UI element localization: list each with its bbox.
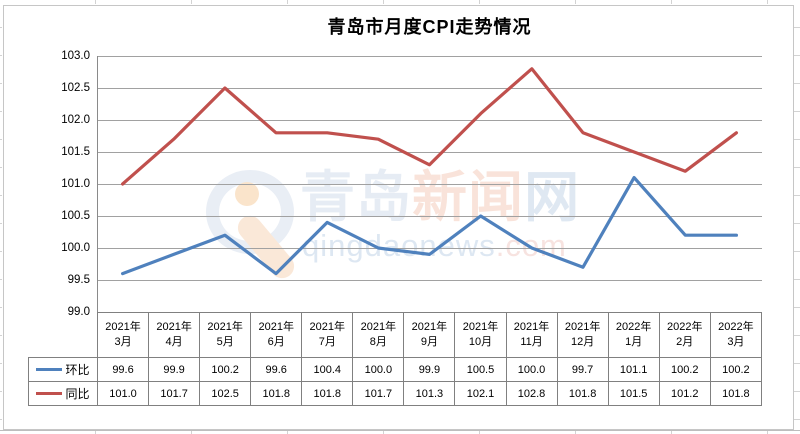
value-cell: 100.0 <box>352 357 405 382</box>
gridline <box>97 184 762 185</box>
value-cell: 101.2 <box>658 381 711 406</box>
legend-label: 环比 <box>65 363 90 377</box>
data-table: 2021年 3月 2021年 4月 2021年 5月 2021年 6月 2021年 7月 2021年… <box>28 312 763 406</box>
category-header: 2022年 3月 <box>709 312 763 358</box>
value-cell: 101.7 <box>352 381 405 406</box>
value-cell: 101.8 <box>556 381 609 406</box>
gridline <box>97 216 762 217</box>
value-cell: 101.8 <box>250 381 303 406</box>
watermark-char: 闻 <box>468 166 524 228</box>
value-cell: 99.7 <box>556 357 609 382</box>
category-header: 2021年 6月 <box>250 312 303 358</box>
value-cell: 101.0 <box>96 381 150 406</box>
watermark: 青岛新闻网 qingdaonews.com <box>192 162 622 284</box>
category-header: 2022年 1月 <box>607 312 660 358</box>
value-cell: 101.1 <box>607 357 660 382</box>
category-header: 2021年 9月 <box>403 312 456 358</box>
y-axis-tick-label: 99.0 <box>67 306 90 318</box>
gridline <box>97 56 762 57</box>
gridline <box>97 248 762 249</box>
spreadsheet-edge-right <box>794 0 800 434</box>
spreadsheet-edge-top <box>0 0 800 4</box>
category-header: 2021年 8月 <box>352 312 405 358</box>
value-cell: 101.3 <box>403 381 456 406</box>
spreadsheet-edge-left <box>0 0 2 434</box>
y-axis-tick-label: 100.0 <box>61 242 90 254</box>
watermark-char: 青 <box>300 166 356 228</box>
legend-swatch-line <box>36 368 63 371</box>
value-cell: 100.4 <box>301 357 354 382</box>
gridline <box>97 152 762 153</box>
y-axis-tick-label: 100.5 <box>61 210 90 222</box>
value-cell: 102.8 <box>505 381 558 406</box>
gridline <box>97 280 762 281</box>
watermark-char: 网 <box>524 166 580 228</box>
y-axis-tick-label: 102.0 <box>61 114 90 126</box>
value-cell: 99.6 <box>250 357 303 382</box>
y-axis-tick-label: 99.5 <box>67 274 90 286</box>
category-header: 2021年 3月 <box>96 312 150 358</box>
value-cell: 101.7 <box>148 381 201 406</box>
category-header: 2021年 4月 <box>148 312 201 358</box>
watermark-text: 青岛新闻网 <box>300 170 579 225</box>
value-cell: 100.0 <box>505 357 558 382</box>
gridline <box>97 88 762 89</box>
category-header: 2021年 10月 <box>454 312 507 358</box>
value-cell: 101.8 <box>709 381 763 406</box>
watermark-logo-dot <box>235 182 259 206</box>
value-cell: 100.2 <box>199 357 252 382</box>
watermark-char: 新 <box>412 166 468 228</box>
y-axis-tick-label: 102.5 <box>61 82 90 94</box>
value-cell: 100.5 <box>454 357 507 382</box>
series-line-1 <box>121 67 739 186</box>
y-axis-line <box>97 56 98 313</box>
value-cell: 99.9 <box>403 357 456 382</box>
legend-swatch-line <box>36 392 63 395</box>
category-header: 2021年 5月 <box>199 312 252 358</box>
table-corner-blank <box>29 313 98 358</box>
value-cell: 100.2 <box>709 357 763 382</box>
value-cell: 99.9 <box>148 357 201 382</box>
value-cell: 102.1 <box>454 381 507 406</box>
value-cell: 100.2 <box>658 357 711 382</box>
value-cell: 101.8 <box>301 381 354 406</box>
category-header: 2021年 11月 <box>505 312 558 358</box>
legend-item-0: 环比 <box>28 357 98 382</box>
legend-item-1: 同比 <box>28 381 98 406</box>
value-cell: 101.5 <box>607 381 660 406</box>
line-chart-svg <box>121 67 739 276</box>
spreadsheet-edge-bottom <box>0 430 800 434</box>
watermark-char: 岛 <box>356 166 412 228</box>
value-cell: 99.6 <box>96 357 150 382</box>
chart-title: 青岛市月度CPI走势情况 <box>327 17 532 37</box>
category-header: 2021年 12月 <box>556 312 609 358</box>
y-axis-tick-label: 103.0 <box>61 50 90 62</box>
y-axis-tick-label: 101.0 <box>61 178 90 190</box>
legend-label: 同比 <box>65 387 90 401</box>
watermark-url-main: qingdaonews <box>302 228 496 263</box>
gridline <box>97 120 762 121</box>
series-line-0 <box>121 175 739 276</box>
value-cell: 102.5 <box>199 381 252 406</box>
category-header: 2021年 7月 <box>301 312 354 358</box>
y-axis-tick-label: 101.5 <box>61 146 90 158</box>
category-header: 2022年 2月 <box>658 312 711 358</box>
